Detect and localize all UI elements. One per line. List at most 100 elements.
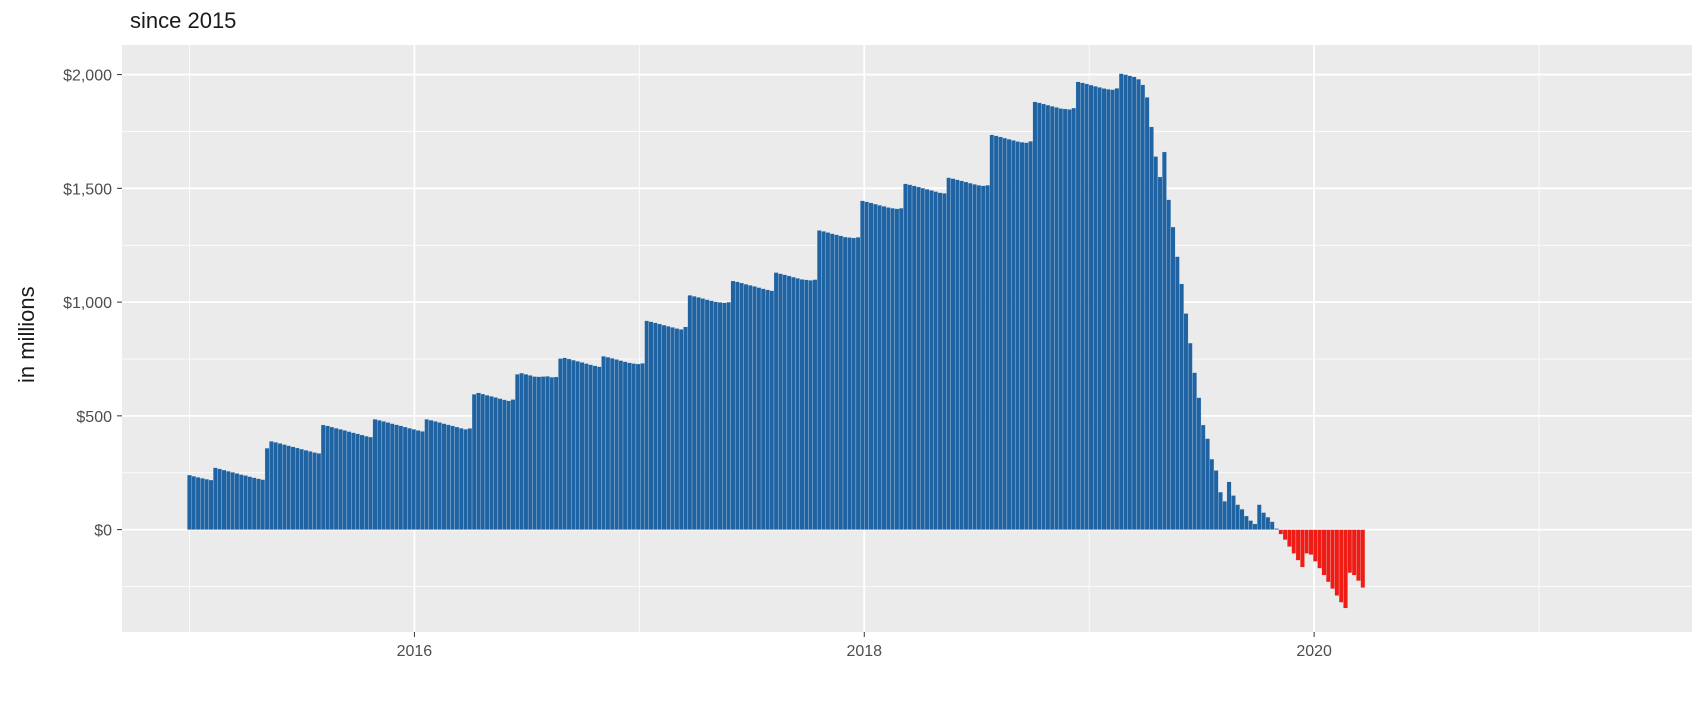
bar xyxy=(1049,106,1055,530)
bar xyxy=(471,394,477,530)
bar xyxy=(691,296,697,530)
bar xyxy=(653,322,658,530)
bar xyxy=(1183,313,1189,530)
bar xyxy=(955,179,960,530)
bar xyxy=(450,425,455,530)
bar xyxy=(277,443,283,530)
bar xyxy=(1149,126,1154,530)
bar xyxy=(799,279,805,530)
bar xyxy=(717,302,723,530)
bar xyxy=(972,184,977,530)
bar xyxy=(536,376,542,530)
bar xyxy=(601,356,606,530)
bar xyxy=(989,134,995,530)
bars xyxy=(187,73,1366,609)
bar xyxy=(333,428,339,530)
bar xyxy=(791,276,796,530)
bar xyxy=(739,282,744,530)
bar xyxy=(269,441,274,530)
bar xyxy=(1231,495,1236,530)
bar xyxy=(299,448,304,530)
bar xyxy=(855,237,861,530)
bar xyxy=(230,472,235,530)
bar xyxy=(355,433,360,530)
bar xyxy=(1213,470,1219,530)
x-tick-labels: 2016 2018 2020 xyxy=(397,643,1332,660)
bar xyxy=(959,180,964,530)
bar xyxy=(933,191,939,530)
bar xyxy=(338,429,343,530)
bar xyxy=(980,185,986,530)
bar xyxy=(735,281,740,530)
bar xyxy=(868,202,874,530)
bar xyxy=(644,320,650,530)
y-tick-label: $2,000 xyxy=(63,68,112,85)
bar xyxy=(778,273,783,530)
bar xyxy=(428,420,434,530)
bar xyxy=(752,286,757,530)
bar xyxy=(618,360,624,530)
bar-negative xyxy=(1326,529,1331,583)
bar xyxy=(1084,83,1090,530)
bar xyxy=(881,206,887,530)
bar xyxy=(381,421,386,530)
bar xyxy=(808,280,813,530)
bar xyxy=(394,424,399,530)
bar xyxy=(622,361,628,530)
bar xyxy=(722,302,727,530)
bar xyxy=(838,235,844,530)
bar xyxy=(1131,76,1137,530)
bar xyxy=(566,358,572,530)
bar xyxy=(635,363,641,530)
bar xyxy=(747,285,753,530)
bar xyxy=(1274,528,1279,530)
bar-negative xyxy=(1291,529,1297,554)
bar xyxy=(756,287,762,530)
y-tick-label: $0 xyxy=(94,523,112,540)
bar xyxy=(385,422,391,530)
bar xyxy=(730,280,736,530)
bar xyxy=(614,359,619,530)
bar xyxy=(234,473,240,530)
bar xyxy=(890,208,895,530)
bar-negative xyxy=(1287,529,1292,547)
bar xyxy=(584,363,589,530)
bar xyxy=(1080,82,1085,530)
bar xyxy=(1239,509,1245,530)
bar xyxy=(286,445,291,530)
bar xyxy=(942,193,947,530)
bar xyxy=(1019,142,1025,530)
bar xyxy=(424,419,430,530)
bar xyxy=(1054,107,1059,530)
bar xyxy=(575,361,580,530)
bar xyxy=(195,477,201,530)
bar xyxy=(407,428,412,530)
bar xyxy=(264,448,270,530)
bar xyxy=(1024,142,1029,530)
bar xyxy=(1106,89,1111,530)
bar xyxy=(467,428,473,530)
bar xyxy=(1110,89,1115,530)
bar xyxy=(924,189,930,530)
bar xyxy=(596,366,602,530)
bar-negative xyxy=(1321,529,1327,576)
bar xyxy=(950,178,956,530)
bar xyxy=(873,203,878,530)
bar-negative xyxy=(1338,529,1344,603)
bar-negative xyxy=(1356,529,1361,581)
bar xyxy=(579,362,585,530)
bar xyxy=(204,478,210,530)
bar xyxy=(834,234,839,530)
bar xyxy=(415,430,421,530)
bar xyxy=(398,425,404,530)
bar xyxy=(786,275,792,530)
bar xyxy=(1140,84,1146,530)
bar xyxy=(1209,458,1215,530)
bar xyxy=(342,430,348,530)
bar-negative xyxy=(1282,529,1288,540)
bar xyxy=(760,288,766,530)
bar xyxy=(687,295,693,530)
bar xyxy=(696,297,701,530)
bar xyxy=(666,326,671,530)
bar xyxy=(1093,86,1098,530)
